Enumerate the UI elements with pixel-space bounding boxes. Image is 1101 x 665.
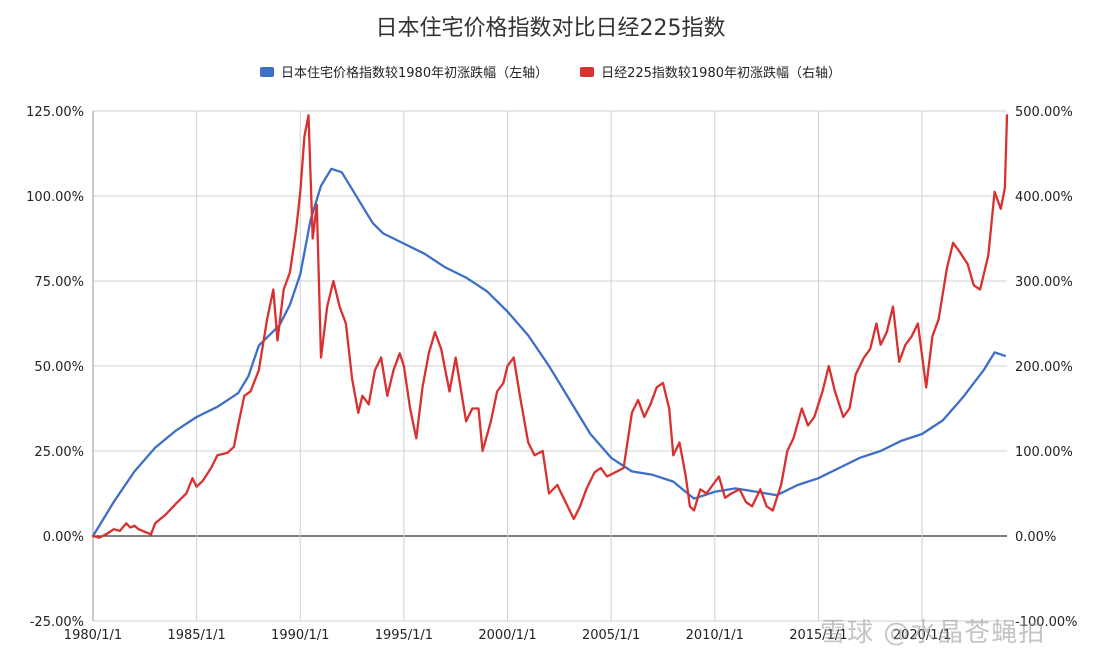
y-right-tick-label: -100.00% — [1015, 615, 1078, 630]
legend-label-nikkei: 日经225指数较1980年初涨跌幅（右轴） — [601, 66, 841, 81]
y-axis-right-ticks: -100.00% 0.00% 100.00% 200.00% 300.00% 400.00… — [1015, 105, 1078, 630]
x-tick-label: 2020/1/1 — [893, 628, 951, 643]
y-left-tick-label: -25.00% — [30, 615, 84, 630]
y-right-tick-label: 0.00% — [1015, 530, 1056, 545]
y-left-tick-label: 50.00% — [34, 360, 84, 375]
watermark: 雪球 @水晶苍蝇拍 — [820, 618, 1046, 648]
x-tick-label: 1990/1/1 — [271, 628, 329, 643]
x-tick-label: 2010/1/1 — [686, 628, 744, 643]
y-left-tick-label: 25.00% — [34, 445, 84, 460]
legend-label-housing: 日本住宅价格指数较1980年初涨跌幅（左轴） — [281, 66, 549, 81]
x-axis-ticks: 1980/1/1 1985/1/1 1990/1/1 1995/1/1 2000/1/1… — [64, 628, 951, 643]
x-tick-label: 2005/1/1 — [582, 628, 640, 643]
legend-item-nikkei[interactable]: 日经225指数较1980年初涨跌幅（右轴） — [580, 62, 841, 81]
series-line-housing — [91, 167, 1007, 538]
y-right-tick-label: 300.00% — [1015, 275, 1073, 290]
legend-item-housing[interactable]: 日本住宅价格指数较1980年初涨跌幅（左轴） — [260, 62, 548, 81]
x-tick-label: 1980/1/1 — [64, 628, 122, 643]
legend-swatch-housing — [260, 66, 274, 77]
chart-title: 日本住宅价格指数对比日经225指数 — [375, 16, 726, 41]
legend-swatch-nikkei — [580, 66, 595, 77]
y-left-tick-label: 0.00% — [43, 530, 84, 545]
x-tick-label: 2000/1/1 — [478, 628, 536, 643]
y-right-tick-label: 100.00% — [1015, 445, 1073, 460]
y-right-tick-label: 400.00% — [1015, 190, 1073, 205]
chart-legend: 日本住宅价格指数较1980年初涨跌幅（左轴） 日经225指数较1980年初涨跌幅… — [0, 62, 1101, 81]
y-right-tick-label: 200.00% — [1015, 360, 1073, 375]
series-lines — [91, 114, 1009, 539]
y-left-tick-label: 75.00% — [34, 275, 84, 290]
x-tick-label: 2015/1/1 — [789, 628, 847, 643]
x-tick-label: 1985/1/1 — [167, 628, 225, 643]
series-line-nikkei — [91, 114, 1009, 539]
y-axis-left-ticks: -25.00% 0.00% 25.00% 50.00% 75.00% 100.00% 125… — [26, 105, 84, 630]
y-right-tick-label: 500.00% — [1015, 105, 1073, 120]
x-tick-label: 1995/1/1 — [375, 628, 433, 643]
y-left-tick-label: 125.00% — [26, 105, 84, 120]
y-left-tick-label: 100.00% — [26, 190, 84, 205]
